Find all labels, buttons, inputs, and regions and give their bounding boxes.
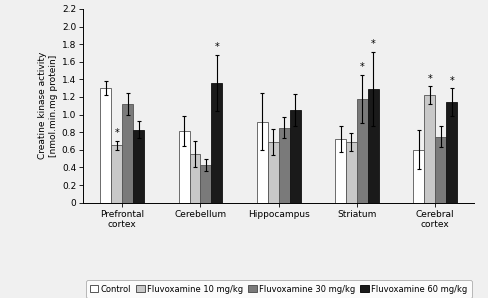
Bar: [178, 131, 189, 203]
Bar: [122, 104, 133, 203]
Text: *: *: [370, 39, 375, 49]
Bar: [200, 165, 211, 203]
Bar: [278, 128, 289, 203]
Text: *: *: [214, 42, 219, 52]
Bar: [445, 102, 456, 203]
Text: *: *: [448, 75, 453, 86]
Text: *: *: [359, 62, 364, 72]
Bar: [189, 154, 200, 203]
Text: *: *: [427, 74, 431, 84]
Bar: [356, 99, 367, 203]
Bar: [334, 139, 346, 203]
Bar: [133, 130, 144, 203]
Text: *: *: [114, 128, 119, 138]
Bar: [111, 145, 122, 203]
Legend: Control, Fluvoxamine 10 mg/kg, Fluvoxamine 30 mg/kg, Fluvoxamine 60 mg/kg: Control, Fluvoxamine 10 mg/kg, Fluvoxami…: [86, 280, 470, 298]
Bar: [412, 150, 424, 203]
Y-axis label: Creatine kinase activity
[nmol.min.mg protein]: Creatine kinase activity [nmol.min.mg pr…: [38, 52, 58, 159]
Bar: [267, 142, 278, 203]
Bar: [424, 95, 434, 203]
Bar: [211, 83, 222, 203]
Bar: [434, 136, 445, 203]
Bar: [346, 142, 356, 203]
Bar: [256, 122, 267, 203]
Bar: [367, 89, 378, 203]
Bar: [289, 110, 300, 203]
Bar: [100, 88, 111, 203]
